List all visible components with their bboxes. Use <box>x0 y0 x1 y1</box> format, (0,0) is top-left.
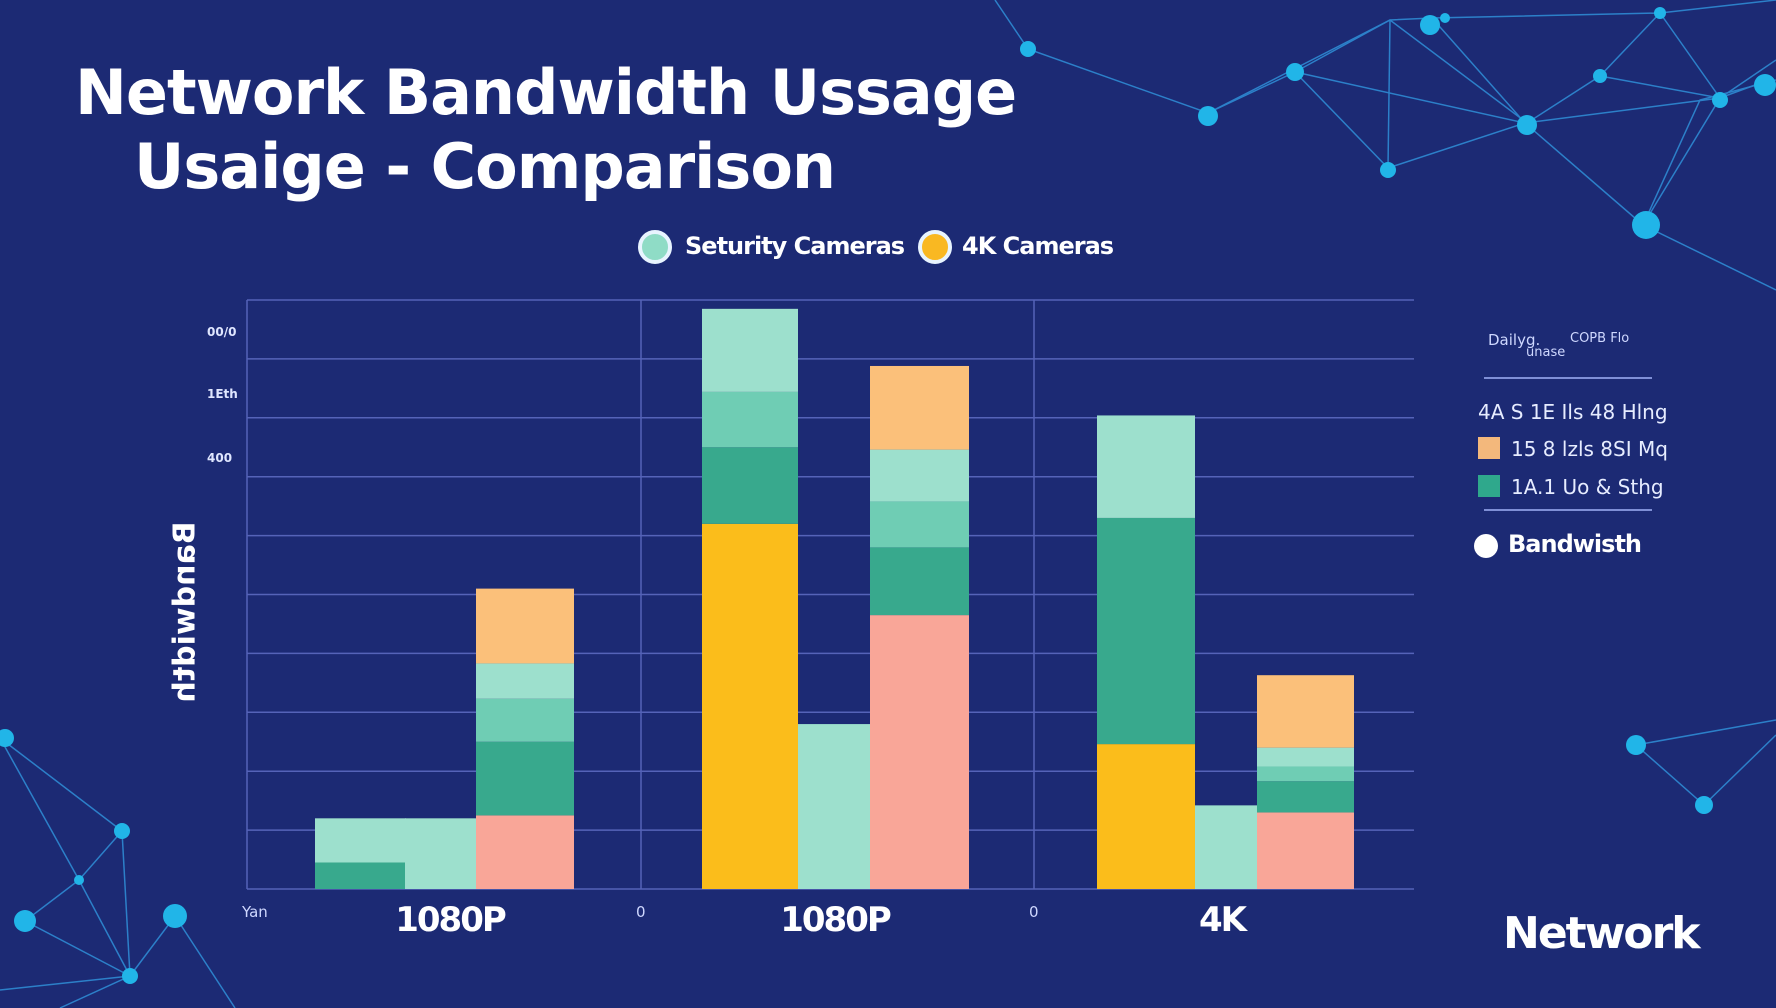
network-logo: Network <box>1503 908 1701 959</box>
bar-segment <box>702 391 798 448</box>
bar-segment <box>1257 812 1354 889</box>
side-row-label: 15 8 lzls 8SI Mq <box>1511 437 1668 461</box>
divider <box>1484 377 1652 379</box>
bandwidth-label: Bandwisth <box>1508 530 1642 558</box>
x-tick-label: Yan <box>242 903 268 921</box>
bar-segment <box>405 818 476 889</box>
bar-segment <box>1097 744 1195 889</box>
bar-segment <box>1097 415 1195 518</box>
y-axis-label: Bandwidth <box>167 521 203 703</box>
y-tick-label: 400 <box>207 451 233 465</box>
bar-segment <box>798 724 870 889</box>
x-tick-label: 4K <box>1198 900 1247 940</box>
chart-title-line2: Usaige - Comparison <box>134 130 836 203</box>
bar-segment <box>702 308 798 392</box>
bar-segment <box>870 365 969 450</box>
side-header-c: COPB Flo <box>1570 331 1630 346</box>
bar-segment <box>476 698 574 742</box>
x-tick-label: 0 <box>1029 903 1039 921</box>
legend-swatch-security-cameras <box>638 230 672 264</box>
bar-segment <box>315 862 406 889</box>
x-tick-label: 1080P <box>780 900 892 940</box>
bar-segment <box>1257 747 1354 767</box>
legend-label-4k-cameras: 4K Cameras <box>962 232 1114 260</box>
side-row-swatch <box>1478 437 1500 459</box>
bar-segment <box>870 547 969 616</box>
bar-segment <box>476 741 574 816</box>
bar-segment <box>702 447 798 524</box>
legend-swatch-4k-cameras <box>918 230 952 264</box>
bar-segment <box>1097 517 1195 745</box>
bar-segment <box>1195 805 1257 889</box>
side-row-label: 4A S 1E Ils 48 Hlng <box>1478 400 1668 424</box>
side-header-b: unase <box>1526 345 1566 360</box>
bar-segment <box>1257 675 1354 748</box>
x-tick-label: 0 <box>636 903 646 921</box>
bar-segment <box>702 523 798 889</box>
legend-label-security-cameras: Seturity Cameras <box>685 232 905 260</box>
bar-segment <box>870 615 969 889</box>
bar-segment <box>1257 766 1354 782</box>
chart-title-line1: Network Bandwidth Ussage <box>75 56 1017 129</box>
bar-segment <box>1257 781 1354 813</box>
y-tick-label: 00/0 <box>207 325 237 339</box>
bar-segment <box>476 663 574 699</box>
bar-segment <box>476 815 574 889</box>
x-tick-label: 1080P <box>395 900 507 940</box>
bar-segment <box>870 449 969 502</box>
divider <box>1484 509 1652 511</box>
y-tick-label: 1Eth <box>207 387 238 401</box>
bar-segment <box>315 818 406 863</box>
side-row-swatch <box>1478 475 1500 497</box>
side-row-label: 1A.1 Uo & Sthg <box>1511 475 1664 499</box>
bar-segment <box>476 588 574 664</box>
bandwidth-dot-icon <box>1474 534 1498 558</box>
side-header-a: Dailyg. <box>1488 331 1541 349</box>
bar-segment <box>870 501 969 548</box>
